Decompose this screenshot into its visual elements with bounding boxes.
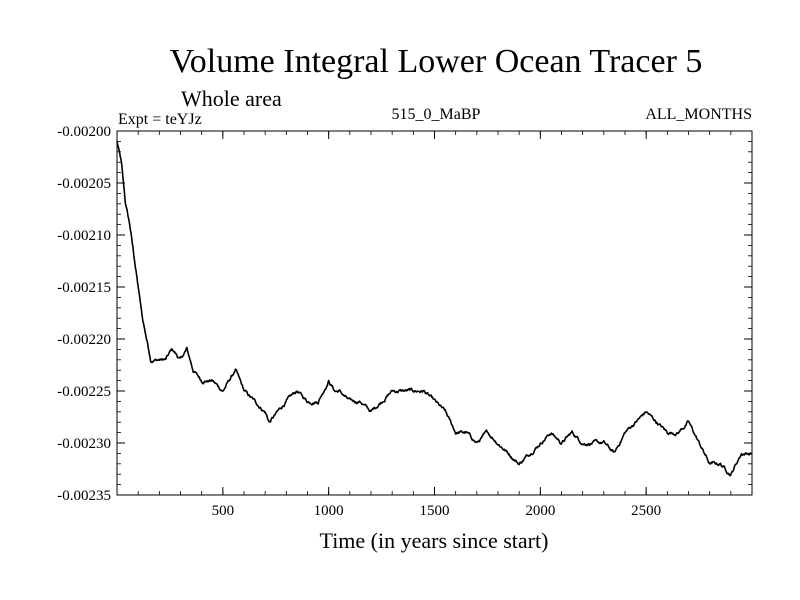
y-tick-label: -0.00220	[57, 332, 111, 348]
data-series-line	[116, 140, 753, 477]
y-tick-label: -0.00235	[57, 488, 111, 504]
x-tick-label: 500	[212, 503, 235, 519]
x-tick-label: 1000	[314, 503, 344, 519]
chart-subtitle: Whole area	[181, 86, 282, 111]
plot-frame	[116, 130, 753, 496]
x-axis: 500 1000 1500 2000 2500	[137, 131, 732, 519]
annotation-experiment: Expt = teYJz	[118, 111, 202, 128]
y-tick-label: -0.00225	[57, 384, 111, 400]
annotation-period: 515_0_MaBP	[392, 106, 481, 123]
x-axis-label: Time (in years since start)	[320, 528, 549, 553]
y-tick-label: -0.00200	[57, 124, 111, 140]
x-tick-label: 2000	[525, 503, 555, 519]
annotation-months: ALL_MONTHS	[645, 106, 752, 123]
y-tick-label: -0.00215	[57, 280, 111, 296]
chart-title: Volume Integral Lower Ocean Tracer 5	[170, 43, 703, 80]
y-tick-label: -0.00205	[57, 176, 111, 192]
x-tick-label: 2500	[631, 503, 661, 519]
y-tick-label: -0.00230	[57, 436, 111, 452]
y-tick-label: -0.00210	[57, 228, 111, 244]
x-tick-label: 1500	[420, 503, 450, 519]
y-axis: -0.00200 -0.00205 -0.00210 -0.00215 -0.00220…	[57, 124, 752, 504]
